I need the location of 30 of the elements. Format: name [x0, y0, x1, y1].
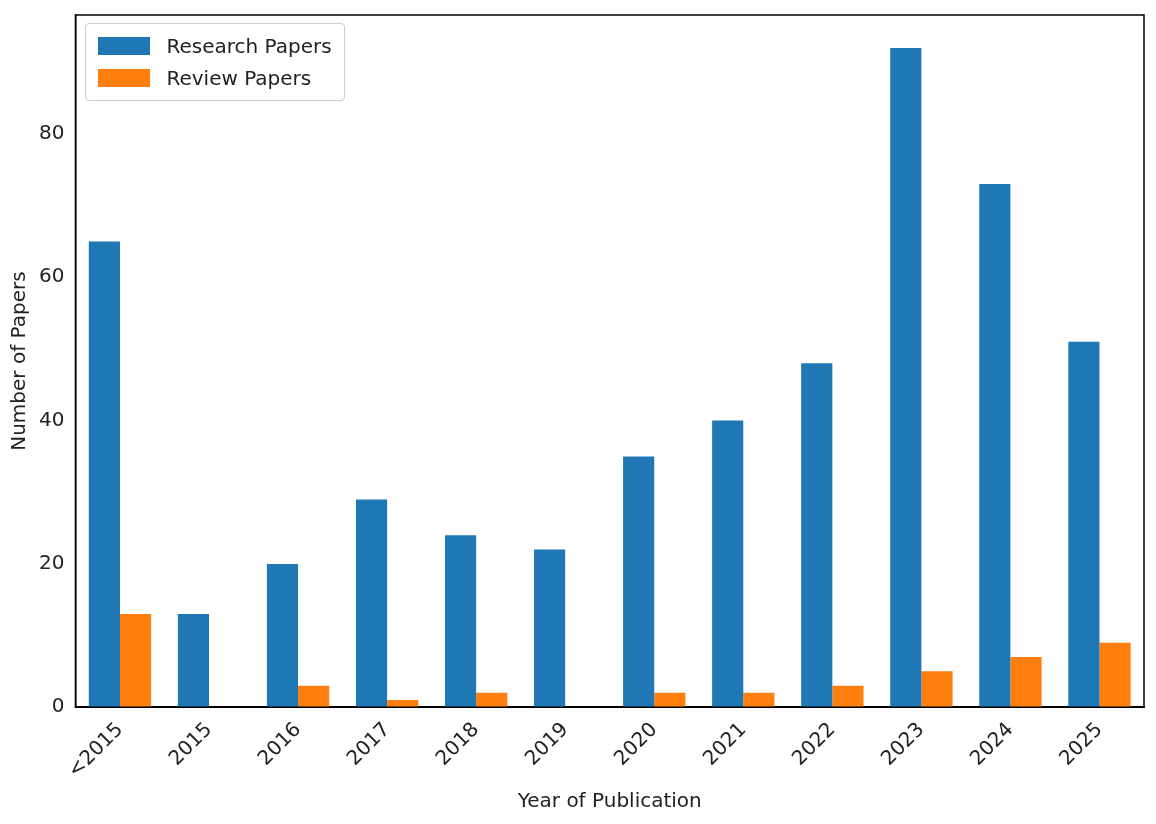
bar	[444, 535, 477, 708]
bar	[476, 692, 508, 708]
bar	[832, 685, 864, 708]
bar	[712, 420, 744, 708]
bar	[1099, 642, 1131, 708]
y-tick-label: 40	[39, 406, 65, 431]
bar	[266, 563, 299, 708]
bar	[1010, 657, 1042, 708]
bar	[979, 184, 1011, 708]
bar	[801, 363, 833, 708]
y-tick-label: 60	[39, 263, 65, 288]
bar	[119, 614, 152, 708]
bar	[534, 549, 566, 708]
y-tick-label: 0	[51, 693, 65, 718]
bar	[743, 692, 775, 708]
bar	[1068, 341, 1100, 708]
bar	[88, 241, 120, 708]
y-axis-title: Number of Papers	[6, 271, 31, 451]
y-tick-label: 80	[39, 120, 65, 145]
bar	[654, 692, 686, 708]
bar	[355, 499, 388, 708]
bar	[921, 671, 953, 708]
y-tick-label: 20	[39, 550, 65, 575]
bar	[623, 456, 655, 708]
legend-label: Review Papers	[166, 66, 312, 90]
x-axis-title: Year of Publication	[516, 788, 702, 813]
bar	[177, 614, 210, 708]
bar	[298, 685, 330, 708]
bar	[890, 47, 922, 708]
legend-label: Research Papers	[166, 34, 332, 58]
